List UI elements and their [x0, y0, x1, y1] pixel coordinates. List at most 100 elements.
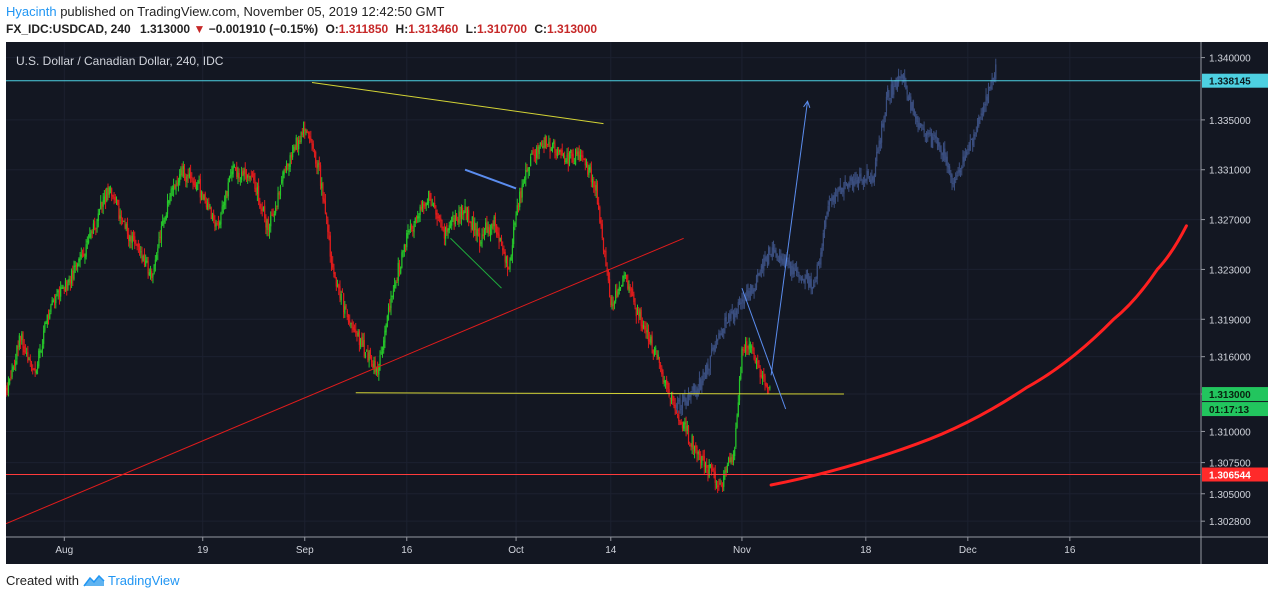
candle-body — [687, 426, 690, 444]
candle-body — [285, 164, 288, 171]
candle-body — [504, 251, 506, 262]
projection-candle-body — [686, 401, 688, 406]
candle-body — [408, 230, 410, 232]
candle-body — [234, 167, 237, 169]
projection-candle-body — [865, 178, 867, 182]
candle-body — [239, 178, 241, 180]
candle-body — [499, 237, 501, 242]
projection-candle-body — [791, 265, 793, 275]
price-chart[interactable]: 1.340000 1.335000 1.331000 1.327000 1.323000… — [6, 42, 1268, 564]
candle-body — [103, 196, 105, 203]
projection-candle-body — [924, 134, 926, 136]
candle-body — [403, 244, 405, 252]
candle-body — [483, 229, 486, 235]
candle-body — [582, 155, 584, 159]
curve-line[interactable] — [769, 224, 1188, 487]
candle-body — [378, 366, 380, 375]
tradingview-brand[interactable]: TradingView — [107, 573, 180, 588]
candle-body — [453, 217, 455, 225]
projection-candle-body — [882, 123, 884, 128]
projection-candle-body — [967, 149, 969, 151]
projection-candle-body — [910, 96, 912, 111]
candle-body — [742, 349, 744, 351]
candle-body — [472, 218, 475, 231]
candle-body — [52, 300, 54, 303]
candle-body — [476, 228, 478, 236]
candle-body — [117, 199, 119, 205]
candle-body — [551, 145, 554, 149]
candle-body — [107, 185, 109, 196]
candle-body — [62, 286, 64, 289]
candle-body — [718, 485, 720, 487]
candle-body — [567, 153, 569, 165]
candle-body — [379, 354, 381, 366]
projection-candle-body — [800, 279, 803, 281]
projection-candle-body — [734, 313, 736, 322]
candle-body — [719, 483, 721, 485]
candle-body — [760, 375, 762, 377]
candle-body — [496, 224, 498, 235]
projection-candle-body — [876, 151, 878, 162]
trendline[interactable] — [355, 392, 844, 395]
candle-body — [432, 205, 435, 207]
candle-body — [87, 239, 90, 243]
candle-body — [50, 305, 52, 313]
projection-candle-body — [896, 81, 898, 89]
projection-candle-body — [788, 260, 790, 265]
candle-body — [141, 253, 143, 263]
trendline[interactable] — [464, 168, 517, 190]
candle-body — [474, 222, 476, 231]
candle-body — [387, 307, 390, 315]
projection-candle-body — [905, 81, 907, 89]
close-label: C: — [534, 22, 548, 36]
projection-candle-body — [874, 162, 877, 177]
candle-body — [24, 351, 27, 353]
candle-body — [253, 173, 255, 181]
projection-candle-body — [913, 110, 915, 116]
trendline[interactable] — [311, 82, 604, 125]
projection-candle-body — [718, 333, 720, 339]
projection-candle-body — [845, 182, 847, 186]
candle-body — [240, 172, 243, 180]
projection-candle-body — [774, 250, 776, 252]
projection-candle-body — [706, 364, 708, 378]
projection-candle-body — [776, 253, 778, 261]
candle-body — [645, 327, 647, 335]
candle-body — [449, 224, 452, 226]
candle-body — [222, 205, 224, 207]
candle-body — [164, 217, 166, 223]
candle-body — [545, 136, 548, 147]
candle-body — [549, 144, 551, 153]
candle-body — [757, 361, 759, 363]
candle-body — [265, 216, 267, 228]
projection-arrow[interactable] — [770, 101, 809, 376]
author-name[interactable]: Hyacinth — [6, 4, 57, 19]
trendline[interactable] — [450, 237, 502, 289]
projection-candle-body — [947, 166, 949, 168]
projection-candle-body — [814, 282, 816, 284]
candle-body — [98, 210, 101, 212]
projection-candle-body — [781, 258, 783, 263]
projection-candle-body — [842, 187, 844, 192]
projection-candle-body — [815, 279, 817, 283]
candle-body — [7, 382, 10, 393]
candle-body — [398, 263, 401, 273]
trendline[interactable] — [6, 237, 684, 525]
candle-body — [283, 169, 285, 175]
candle-body — [369, 349, 371, 359]
candle-body — [655, 348, 657, 350]
candle-body — [217, 223, 220, 227]
candle-body — [228, 176, 231, 183]
candle-body — [250, 175, 252, 177]
candle-body — [344, 306, 346, 314]
candle-body — [73, 266, 75, 280]
candle-body — [188, 173, 190, 178]
candle-body — [315, 151, 317, 164]
low-value: 1.310700 — [476, 22, 527, 36]
chart-panel[interactable]: 1.340000 1.335000 1.331000 1.327000 1.323000… — [6, 42, 1268, 564]
candle-body — [409, 225, 412, 230]
candle-body — [249, 176, 251, 180]
candle-body — [108, 187, 110, 195]
projection-candle-body — [802, 278, 804, 281]
trendline[interactable] — [741, 287, 787, 410]
